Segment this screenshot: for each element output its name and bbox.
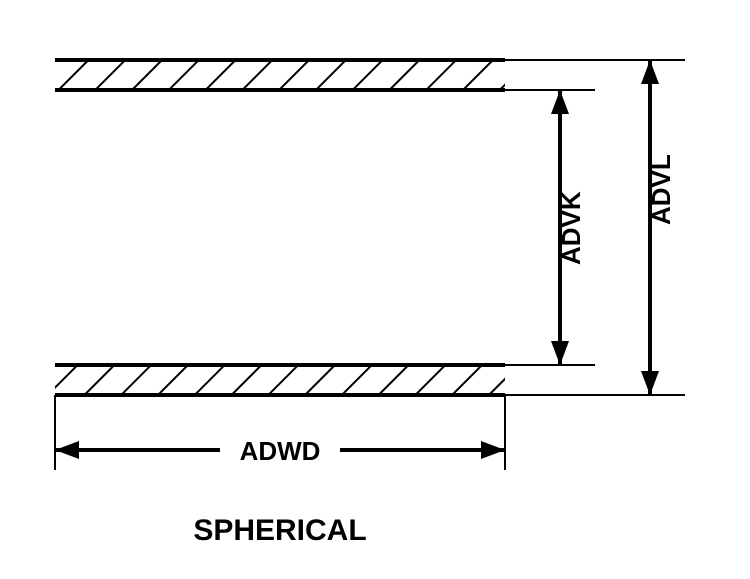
arrowhead-icon [551,341,569,365]
adwd-label: ADWD [240,436,321,466]
arrowhead-icon [55,441,79,459]
arrowhead-icon [641,60,659,84]
advl-label: ADVL [646,154,676,225]
top-wall-hatch [55,60,505,90]
arrowhead-icon [551,90,569,114]
arrowhead-icon [481,441,505,459]
advk-label: ADVK [556,191,586,265]
spherical-diagram: ADVK ADVL ADWD SPHERICAL [0,0,750,579]
arrowhead-icon [641,371,659,395]
diagram-title: SPHERICAL [193,514,366,547]
bottom-wall-hatch [55,365,505,395]
